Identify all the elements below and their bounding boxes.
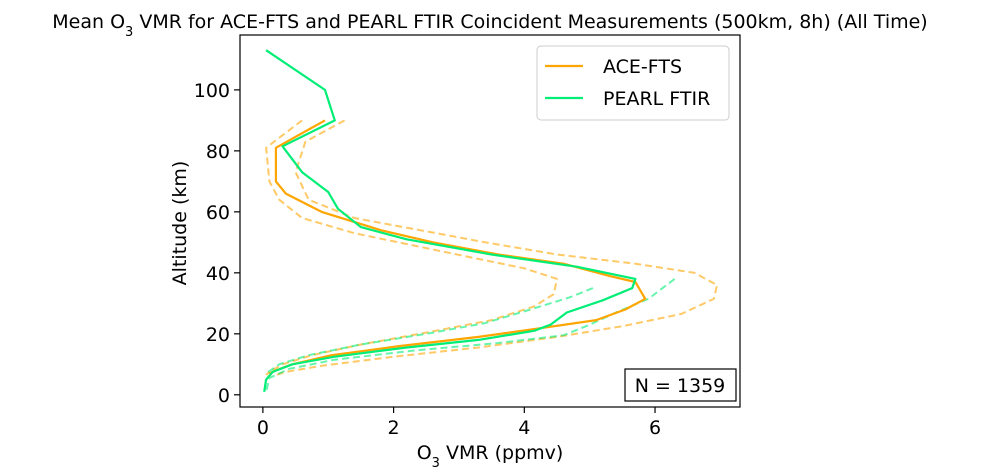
plot-area (239, 34, 741, 408)
ace-fts-spread-line-0 (275, 119, 719, 376)
x-tick-label: 2 (388, 417, 400, 439)
sample-count-annotation: N = 1359 (624, 368, 737, 402)
ace-fts-mean-line (268, 119, 647, 375)
x-tick-label: 4 (518, 417, 530, 439)
ace-fts-spread-line-1 (265, 119, 558, 376)
y-axis-label: Altitude (km) (169, 161, 191, 286)
y-tick-label: 40 (206, 263, 230, 285)
y-tick-label: 80 (206, 141, 230, 163)
pearl-ftir-spread-line-3 (265, 287, 594, 375)
chart-title: Mean O3 VMR for ACE-FTS and PEARL FTIR C… (52, 11, 927, 40)
x-axis-ticks: 0 2 4 6 (257, 407, 661, 439)
y-tick-label: 100 (194, 80, 230, 102)
pearl-ftir-mean-line (263, 49, 637, 392)
y-axis-ticks: 0 20 40 60 80 100 (194, 80, 240, 407)
plot-frame (239, 34, 741, 408)
y-tick-label: 20 (206, 324, 230, 346)
legend-label: PEARL FTIR (603, 88, 710, 110)
x-tick-label: 0 (257, 417, 269, 439)
annotation-box (624, 368, 737, 402)
legend-label: ACE-FTS (603, 56, 682, 78)
legend-box (536, 45, 730, 121)
annotation-label: N = 1359 (635, 375, 726, 397)
y-tick-label: 0 (218, 385, 230, 407)
y-tick-label: 60 (206, 202, 230, 224)
x-tick-label: 6 (649, 417, 661, 439)
legend: ACE-FTS PEARL FTIR (536, 45, 730, 121)
x-axis-label: O3 VMR (ppmv) (417, 442, 564, 471)
